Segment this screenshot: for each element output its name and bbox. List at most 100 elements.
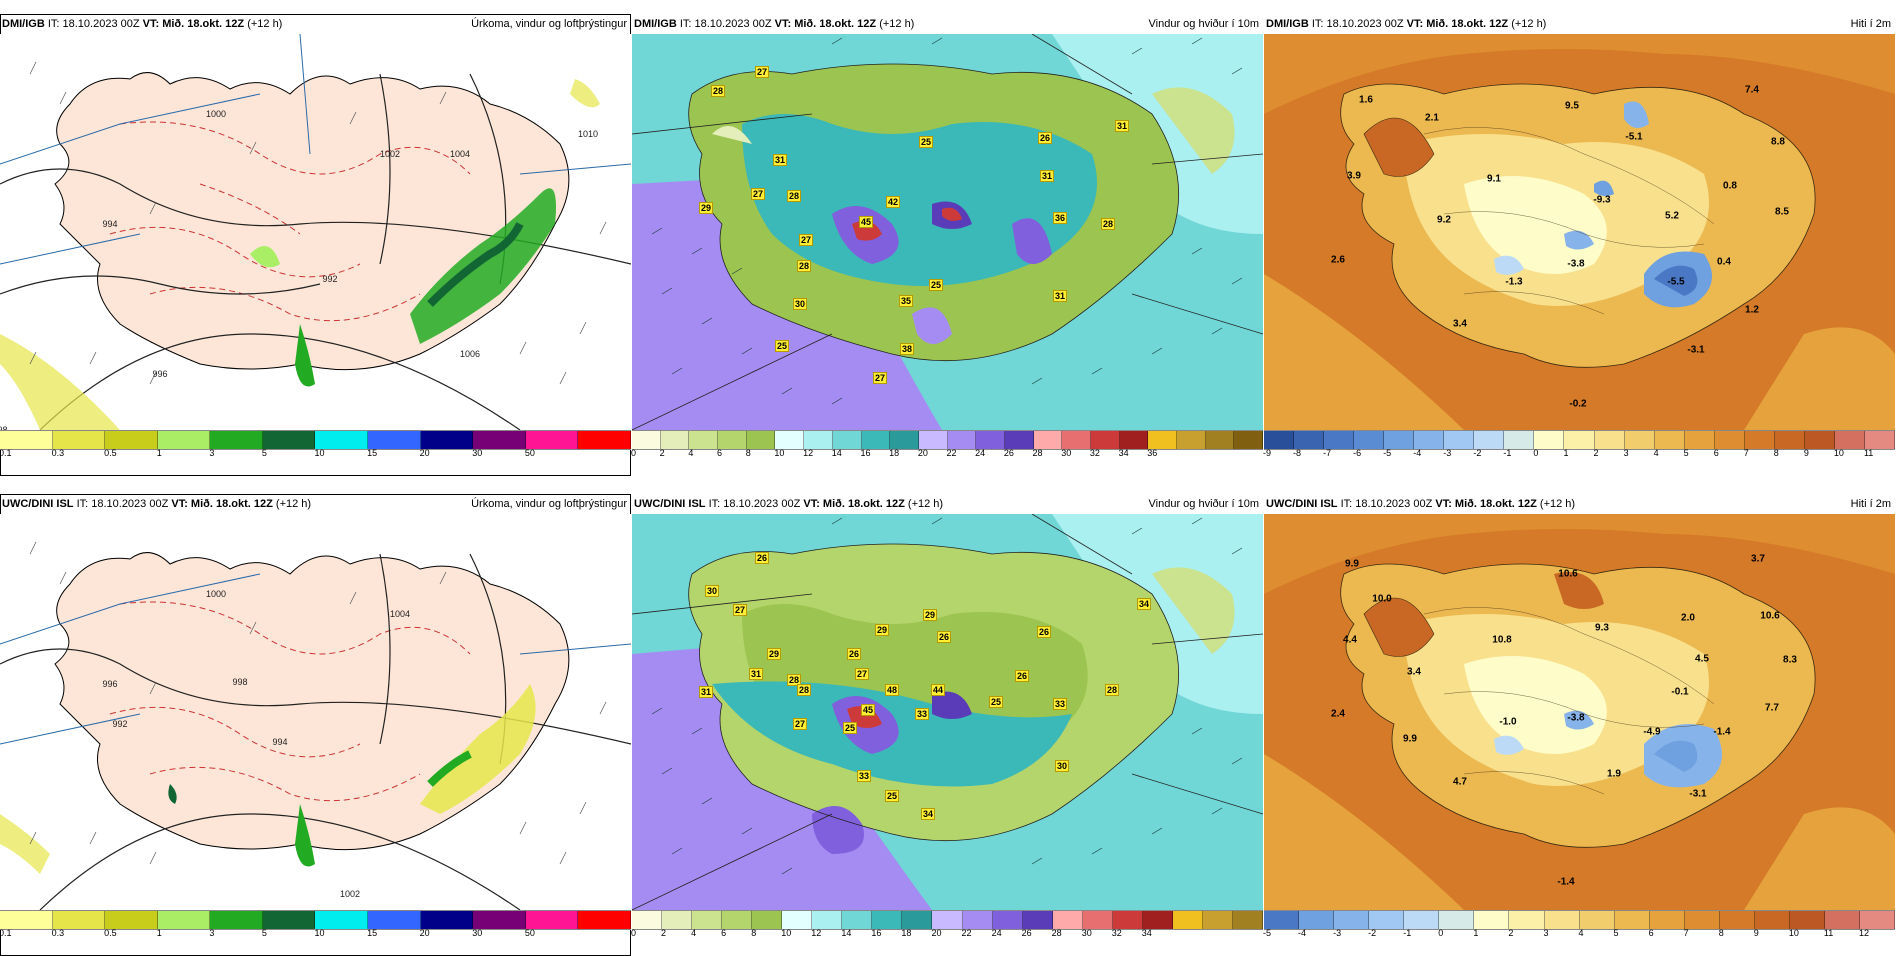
colorbar-swatch xyxy=(1033,431,1063,449)
colorbar-swatch xyxy=(632,911,663,929)
colorbar-tick-label: -9 xyxy=(1263,448,1272,458)
gust-label: 27 xyxy=(872,372,888,384)
colorbar-swatch xyxy=(1774,431,1805,449)
colorbar-ticks: 0.1 0.3 0.5 1 3 5 10 15 20 30 50 xyxy=(0,448,631,460)
colorbar-tick-label: 4 xyxy=(1653,448,1659,458)
colorbar-tick-label: 12 xyxy=(811,928,822,938)
colorbar-swatch xyxy=(1062,431,1091,449)
isobar-label: 998 xyxy=(0,425,8,430)
temperature-label: 8.5 xyxy=(1775,206,1789,218)
colorbar-tick-label: 5 xyxy=(1613,928,1619,938)
gust-label: 27 xyxy=(750,188,766,200)
temperature-label: 8.8 xyxy=(1771,136,1785,148)
temperature-label: 3.4 xyxy=(1453,318,1467,330)
init-time: IT: 18.10.2023 00Z xyxy=(47,18,140,30)
colorbar-tick-label: 34 xyxy=(1118,448,1129,458)
temperature-label: 8.3 xyxy=(1783,654,1797,666)
colorbar-swatch xyxy=(105,911,158,929)
colorbar-tick-label: 5 xyxy=(261,448,267,458)
temperature-label: 9.2 xyxy=(1437,214,1451,226)
colorbar-swatch xyxy=(976,431,1005,449)
lead-time: (+12 h) xyxy=(1511,18,1547,30)
temperature-label: -4.9 xyxy=(1643,726,1661,738)
isobar-label: 998 xyxy=(232,677,248,687)
colorbar-swatch xyxy=(262,911,316,929)
gust-label: 36 xyxy=(1052,212,1068,224)
colorbar-swatch xyxy=(1509,911,1545,929)
gust-label: 27 xyxy=(732,604,748,616)
colorbar-swatch xyxy=(525,911,579,929)
colorbar-tick-label: 10 xyxy=(781,928,792,938)
colorbar-swatch xyxy=(1719,911,1755,929)
gust-label: 25 xyxy=(842,722,858,734)
temperature-label: 9.1 xyxy=(1487,173,1501,185)
colorbar-swatch xyxy=(420,431,474,449)
colorbar-tick-label: 15 xyxy=(367,448,378,458)
colorbar-swatch xyxy=(0,911,53,929)
colorbar-tick-label: 14 xyxy=(841,928,852,938)
gust-label: 26 xyxy=(846,648,862,660)
gust-label: 28 xyxy=(1104,684,1120,696)
precipitation-colorbar xyxy=(0,910,631,930)
wind-map: 28 27 31 25 26 31 31 27 28 42 45 29 36 2… xyxy=(632,34,1263,430)
panel-dmi-temperature: DMI/IGB IT: 18.10.2023 00Z VT: Mið. 18.o… xyxy=(1263,14,1895,476)
colorbar-swatch xyxy=(812,911,843,929)
colorbar-swatch xyxy=(1564,431,1595,449)
colorbar-tick-label: 50 xyxy=(524,928,535,938)
temperature-label: 9.9 xyxy=(1403,733,1417,745)
gust-label: 29 xyxy=(874,624,890,636)
gust-label: 25 xyxy=(884,790,900,802)
temperature-label: -1.4 xyxy=(1557,876,1575,888)
colorbar-tick-label: 28 xyxy=(1051,928,1062,938)
gust-label: 31 xyxy=(1114,120,1130,132)
colorbar-swatch xyxy=(1324,431,1355,449)
temperature-label: -5.1 xyxy=(1625,131,1643,143)
colorbar-tick-label: 24 xyxy=(991,928,1002,938)
colorbar-swatch xyxy=(1744,431,1775,449)
colorbar-tick-label: 6 xyxy=(717,448,723,458)
colorbar-tick-label: 0.5 xyxy=(104,448,117,458)
colorbar-swatch xyxy=(1354,431,1385,449)
colorbar-swatch xyxy=(872,911,903,929)
colorbar-tick-label: 10 xyxy=(1833,448,1844,458)
colorbar-swatch xyxy=(718,431,747,449)
colorbar-swatch xyxy=(1860,911,1896,929)
colorbar-tick-label: 18 xyxy=(901,928,912,938)
colorbar-tick-label: 12 xyxy=(803,448,814,458)
model-name: DMI/IGB xyxy=(634,18,677,30)
colorbar-swatch xyxy=(1264,911,1300,929)
colorbar-tick-label: 20 xyxy=(917,448,928,458)
colorbar-tick-label: 4 xyxy=(688,448,694,458)
colorbar-swatch xyxy=(1119,431,1149,449)
valid-time: Mið. 18.okt. 12Z xyxy=(1454,498,1537,510)
gust-label: 31 xyxy=(1039,170,1055,182)
colorbar-swatch xyxy=(1177,431,1206,449)
colorbar-tick-label: 2 xyxy=(661,928,667,938)
colorbar-swatch xyxy=(1614,911,1650,929)
colorbar-swatch xyxy=(1544,911,1580,929)
colorbar-swatch xyxy=(752,911,783,929)
colorbar-tick-label: 30 xyxy=(472,928,483,938)
gust-label: 31 xyxy=(748,668,764,680)
gust-label: 26 xyxy=(1036,626,1052,638)
temperature-label: -0.2 xyxy=(1569,398,1587,410)
temperature-label: -5.5 xyxy=(1667,276,1685,288)
isobar-label: 1000 xyxy=(205,109,227,119)
colorbar-tick-label: 5 xyxy=(261,928,267,938)
gust-label: 33 xyxy=(914,708,930,720)
colorbar-tick-label: -3 xyxy=(1443,448,1452,458)
colorbar-tick-label: 3 xyxy=(1543,928,1549,938)
temperature-colorbar xyxy=(1264,430,1895,450)
panel-uwc-wind: UWC/DINI ISL IT: 18.10.2023 00Z VT: Mið.… xyxy=(631,494,1263,956)
temperature-label: -0.1 xyxy=(1671,686,1689,698)
colorbar-swatch xyxy=(1091,431,1120,449)
colorbar-tick-label: -1 xyxy=(1503,448,1512,458)
colorbar-swatch xyxy=(1148,431,1178,449)
colorbar-tick-label: 0.3 xyxy=(51,448,65,458)
colorbar-swatch xyxy=(1299,911,1335,929)
gust-label: 30 xyxy=(704,585,720,597)
gust-label: 25 xyxy=(918,136,934,148)
init-time: IT: 18.10.2023 00Z xyxy=(1311,18,1404,30)
colorbar-swatch xyxy=(315,431,369,449)
panel-header: DMI/IGB IT: 18.10.2023 00Z VT: Mið. 18.o… xyxy=(632,14,1263,34)
